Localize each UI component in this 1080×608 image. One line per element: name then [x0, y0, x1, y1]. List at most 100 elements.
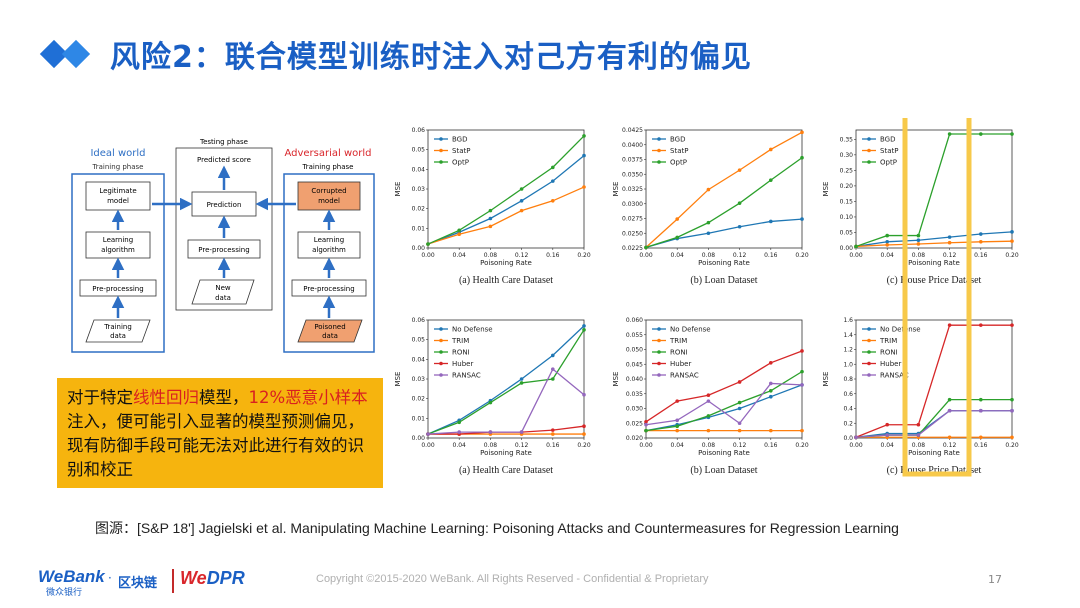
- data-point: [488, 224, 493, 229]
- series-line: [645, 157, 803, 249]
- x-tick-label: 0.20: [795, 442, 809, 449]
- data-point: [800, 349, 804, 353]
- learning-algorithm-2-line1: Learning: [314, 236, 344, 244]
- data-point: [457, 228, 461, 233]
- y-tick-label: 0.0275: [622, 216, 643, 223]
- data-point: [737, 421, 742, 426]
- x-tick-label: 0.00: [849, 442, 863, 449]
- legend-label: Huber: [670, 360, 691, 368]
- poisoned-data-line2: data: [322, 332, 338, 340]
- y-tick-label: 0.15: [840, 198, 854, 205]
- legend-label: StatP: [880, 147, 898, 155]
- legend-marker: [657, 148, 661, 153]
- adversarial-world-frame: [283, 173, 375, 353]
- y-tick-label: 0.00: [412, 245, 426, 252]
- data-point: [644, 428, 648, 433]
- legend-label: OptP: [880, 159, 897, 167]
- poisoned-data-line1: Poisoned: [314, 323, 345, 331]
- adv-training-phase-label: Training phase: [302, 163, 354, 171]
- data-point: [457, 232, 461, 237]
- data-point: [979, 435, 983, 440]
- x-tick-label: 0.04: [671, 252, 685, 259]
- x-tick-label: 0.16: [974, 252, 988, 259]
- y-tick-label: 0.0225: [622, 245, 643, 252]
- legend-marker: [657, 350, 661, 354]
- data-point: [519, 430, 524, 434]
- data-point: [979, 232, 983, 236]
- data-point: [551, 165, 555, 170]
- legend-label: RANSAC: [452, 372, 481, 380]
- data-point: [854, 435, 858, 440]
- y-tick-label: 0.0: [843, 435, 853, 442]
- y-tick-label: 0.04: [412, 356, 426, 363]
- y-tick-label: 0.0350: [622, 171, 643, 178]
- corrupted-model-box: [297, 181, 361, 211]
- y-tick-label: 0.0400: [622, 142, 643, 149]
- legend-label: TRIM: [669, 337, 687, 345]
- data-point: [519, 381, 524, 385]
- x-tick-label: 0.16: [546, 252, 560, 259]
- y-tick-label: 0.06: [412, 127, 426, 134]
- x-tick-label: 0.00: [421, 252, 435, 259]
- data-point: [800, 217, 804, 221]
- new-data-shape: [191, 279, 255, 305]
- y-tick-label: 0.0300: [622, 201, 643, 208]
- ideal-training-phase-label: Training phase: [92, 163, 144, 171]
- y-tick-label: 0.055: [626, 332, 643, 339]
- legend-label: TRIM: [879, 337, 897, 345]
- logo-dot: ·: [108, 571, 112, 585]
- data-point: [488, 430, 493, 434]
- data-point: [737, 428, 742, 433]
- y-tick-label: 0.30: [840, 152, 854, 159]
- legend-label: RANSAC: [880, 372, 909, 380]
- series-line: [427, 329, 585, 435]
- data-point: [1010, 132, 1014, 136]
- x-tick-label: 0.20: [577, 442, 591, 449]
- x-tick-label: 0.00: [639, 252, 653, 259]
- callout-text-2: 模型，: [199, 388, 249, 407]
- y-tick-label: 0.01: [412, 415, 426, 422]
- data-point: [582, 424, 586, 429]
- chart-caption: (a) Health Care Dataset: [459, 275, 553, 286]
- data-point: [885, 422, 889, 427]
- data-point: [737, 201, 742, 205]
- x-tick-label: 0.08: [702, 442, 716, 449]
- data-point: [916, 233, 921, 238]
- data-point: [916, 433, 921, 437]
- data-point: [737, 406, 742, 411]
- legend-marker: [439, 160, 443, 164]
- data-point: [769, 381, 773, 386]
- data-point: [582, 153, 586, 158]
- series-line: [855, 324, 1012, 438]
- callout-highlight-1: 线性回归: [133, 388, 199, 407]
- data-point: [582, 185, 586, 189]
- x-tick-label: 0.16: [764, 252, 778, 259]
- data-point: [769, 394, 773, 399]
- data-point: [769, 428, 773, 433]
- series-line: [427, 135, 585, 245]
- legend-marker: [657, 361, 661, 366]
- callout-text-1: 对于特定: [67, 388, 133, 407]
- data-point: [979, 239, 983, 244]
- legend-marker: [867, 327, 871, 331]
- legend-label: RANSAC: [670, 372, 699, 380]
- data-point: [582, 324, 586, 328]
- series-line: [855, 231, 1013, 248]
- training-data-line1: Training: [103, 323, 132, 331]
- y-axis-label: MSE: [612, 182, 620, 197]
- data-point: [675, 235, 679, 240]
- series-line: [645, 350, 803, 423]
- legend-marker: [657, 160, 661, 164]
- wedpr-logo: WeDPR: [180, 568, 245, 589]
- data-point: [1010, 408, 1014, 413]
- y-tick-label: 0.25: [840, 167, 854, 174]
- y-axis-label: MSE: [394, 372, 402, 387]
- figure-source: 图源：[S&P 18'] Jagielski et al. Manipulati…: [95, 520, 899, 536]
- data-point: [551, 367, 555, 371]
- x-tick-label: 0.16: [764, 442, 778, 449]
- data-point: [947, 397, 952, 402]
- y-tick-label: 0.2: [843, 420, 853, 427]
- data-point: [979, 323, 983, 327]
- plot-frame: [855, 319, 1013, 439]
- corrupted-model-line1: Corrupted: [311, 187, 346, 195]
